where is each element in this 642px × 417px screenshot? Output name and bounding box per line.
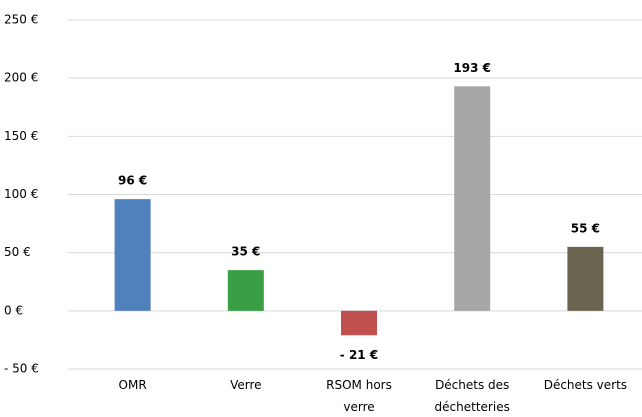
x-tick-label: RSOM hors verre (326, 378, 392, 414)
x-tick-label: OMR (118, 378, 147, 392)
x-tick-label: Verre (230, 378, 262, 392)
y-tick-label: 200 € (4, 71, 38, 85)
bar (454, 86, 491, 311)
y-tick-label: 100 € (4, 187, 38, 201)
value-label: 55 € (571, 221, 600, 235)
y-tick-label: - 50 € (4, 362, 39, 376)
y-tick-label: 0 € (4, 303, 23, 317)
bar (567, 246, 604, 311)
y-tick-label: 50 € (4, 245, 31, 259)
x-tick-label: Déchets des déchetteries (434, 378, 510, 414)
value-label: 35 € (231, 245, 260, 259)
x-tick-label: Déchets verts (543, 378, 628, 392)
value-label: 193 € (453, 61, 491, 75)
y-tick-label: 250 € (4, 13, 38, 27)
bar (227, 270, 264, 311)
value-label: - 21 € (340, 348, 378, 362)
bar (114, 199, 151, 311)
bar (341, 310, 377, 336)
value-label: 96 € (118, 174, 147, 188)
y-tick-label: 150 € (4, 129, 38, 143)
